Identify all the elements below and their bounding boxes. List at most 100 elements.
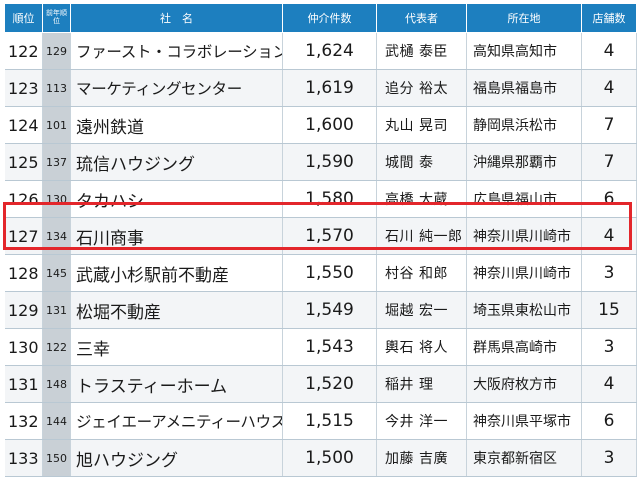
cell-stores: 3 — [581, 254, 637, 292]
header-row: 順位 前年順位 社 名 仲介件数 代表者 所在地 店舗数 — [4, 3, 637, 33]
cell-company: トラスティーホーム — [70, 365, 283, 403]
cell-stores: 6 — [581, 402, 637, 440]
table-row: 124 101 遠州鉄道 1,600 丸山 晃司 静岡県浜松市 7 — [4, 106, 637, 144]
cell-stores: 4 — [581, 365, 637, 403]
cell-rank: 126 — [4, 180, 43, 218]
cell-rank: 128 — [4, 254, 43, 292]
cell-stores: 3 — [581, 328, 637, 366]
cell-prev: 148 — [42, 365, 71, 403]
cell-deals: 1,570 — [282, 217, 377, 255]
cell-rank: 133 — [4, 439, 43, 477]
cell-company: 武蔵小杉駅前不動産 — [70, 254, 283, 292]
cell-deals: 1,500 — [282, 439, 377, 477]
header-representative: 代表者 — [376, 3, 467, 33]
cell-rep: 武樋 泰臣 — [376, 32, 467, 70]
cell-loc: 神奈川県川崎市 — [466, 217, 582, 255]
cell-company: 琉信ハウジング — [70, 143, 283, 181]
cell-loc: 静岡県浜松市 — [466, 106, 582, 144]
table-row: 132 144 ジェイエーアメニティーハウス 1,515 今井 洋一 神奈川県平塚市 6 — [4, 402, 637, 440]
cell-deals: 1,520 — [282, 365, 377, 403]
cell-prev: 113 — [42, 69, 71, 107]
cell-stores: 6 — [581, 180, 637, 218]
cell-stores: 4 — [581, 69, 637, 107]
cell-company: ジェイエーアメニティーハウス — [70, 402, 283, 440]
cell-loc: 神奈川県平塚市 — [466, 402, 582, 440]
cell-rep: 石川 純一郎 — [376, 217, 467, 255]
cell-company: 松堀不動産 — [70, 291, 283, 329]
cell-loc: 埼玉県東松山市 — [466, 291, 582, 329]
cell-prev: 101 — [42, 106, 71, 144]
cell-rank: 130 — [4, 328, 43, 366]
table-row: 131 148 トラスティーホーム 1,520 稲井 理大阪府枚方市 4 — [4, 365, 637, 403]
cell-loc: 東京都新宿区 — [466, 439, 582, 477]
cell-loc: 群馬県高崎市 — [466, 328, 582, 366]
cell-stores: 7 — [581, 143, 637, 181]
cell-prev: 144 — [42, 402, 71, 440]
cell-stores: 4 — [581, 217, 637, 255]
cell-company: 旭ハウジング — [70, 439, 283, 477]
header-stores: 店舗数 — [581, 3, 637, 33]
cell-stores: 15 — [581, 291, 637, 329]
cell-company: タカハシ — [70, 180, 283, 218]
cell-loc: 神奈川県川崎市 — [466, 254, 582, 292]
cell-rank: 124 — [4, 106, 43, 144]
cell-company: ファースト・コラボレーション — [70, 32, 283, 70]
cell-deals: 1,624 — [282, 32, 377, 70]
cell-rep: 丸山 晃司 — [376, 106, 467, 144]
cell-deals: 1,590 — [282, 143, 377, 181]
cell-prev: 150 — [42, 439, 71, 477]
cell-prev: 145 — [42, 254, 71, 292]
cell-loc: 高知県高知市 — [466, 32, 582, 70]
cell-prev: 129 — [42, 32, 71, 70]
cell-rep: 稲井 理 — [376, 365, 467, 403]
cell-stores: 4 — [581, 32, 637, 70]
cell-loc: 広島県福山市 — [466, 180, 582, 218]
cell-prev: 122 — [42, 328, 71, 366]
cell-deals: 1,600 — [282, 106, 377, 144]
cell-rep: 加藤 吉廣 — [376, 439, 467, 477]
cell-rank: 129 — [4, 291, 43, 329]
table-row: 129 131 松堀不動産 1,549 堀越 宏一 埼玉県東松山市 15 — [4, 291, 637, 329]
table-row: 127 134 石川商事 1,570 石川 純一郎 神奈川県川崎市 4 — [4, 217, 637, 255]
cell-rank: 125 — [4, 143, 43, 181]
header-company: 社 名 — [70, 3, 283, 33]
table-row: 126 130 タカハシ 1,580 高橋 大蔵 広島県福山市 6 — [4, 180, 637, 218]
cell-rep: 今井 洋一 — [376, 402, 467, 440]
cell-rep: 輿石 将人 — [376, 328, 467, 366]
cell-deals: 1,550 — [282, 254, 377, 292]
cell-prev: 131 — [42, 291, 71, 329]
cell-company: 遠州鉄道 — [70, 106, 283, 144]
cell-company: 三幸 — [70, 328, 283, 366]
cell-rep: 堀越 宏一 — [376, 291, 467, 329]
cell-deals: 1,580 — [282, 180, 377, 218]
cell-company: 石川商事 — [70, 217, 283, 255]
cell-deals: 1,543 — [282, 328, 377, 366]
header-deals: 仲介件数 — [282, 3, 377, 33]
cell-rep: 追分 裕太 — [376, 69, 467, 107]
cell-rank: 131 — [4, 365, 43, 403]
table-row: 128 145 武蔵小杉駅前不動産 1,550 村谷 和郎 神奈川県川崎市 3 — [4, 254, 637, 292]
cell-loc: 沖縄県那覇市 — [466, 143, 582, 181]
cell-stores: 7 — [581, 106, 637, 144]
table-row: 125 137 琉信ハウジング 1,590 城間 泰沖縄県那覇市 7 — [4, 143, 637, 181]
cell-prev: 134 — [42, 217, 71, 255]
cell-rank: 123 — [4, 69, 43, 107]
table-row: 123 113 マーケティングセンター 1,619 追分 裕太 福島県福島市 4 — [4, 69, 637, 107]
cell-stores: 3 — [581, 439, 637, 477]
cell-deals: 1,619 — [282, 69, 377, 107]
cell-rank: 122 — [4, 32, 43, 70]
cell-company: マーケティングセンター — [70, 69, 283, 107]
header-rank: 順位 — [4, 3, 43, 33]
cell-rep: 城間 泰 — [376, 143, 467, 181]
ranking-table: 順位 前年順位 社 名 仲介件数 代表者 所在地 店舗数 122 129 ファースト… — [4, 3, 637, 477]
cell-deals: 1,515 — [282, 402, 377, 440]
header-prev-rank: 前年順位 — [42, 3, 71, 33]
table-body: 122 129 ファースト・コラボレーション 1,624 武樋 泰臣 高知県高知市 4 123… — [4, 32, 637, 477]
cell-rank: 132 — [4, 402, 43, 440]
cell-prev: 137 — [42, 143, 71, 181]
table-row: 122 129 ファースト・コラボレーション 1,624 武樋 泰臣 高知県高知市 4 — [4, 32, 637, 70]
cell-rep: 村谷 和郎 — [376, 254, 467, 292]
cell-rank: 127 — [4, 217, 43, 255]
header-location: 所在地 — [466, 3, 582, 33]
cell-prev: 130 — [42, 180, 71, 218]
